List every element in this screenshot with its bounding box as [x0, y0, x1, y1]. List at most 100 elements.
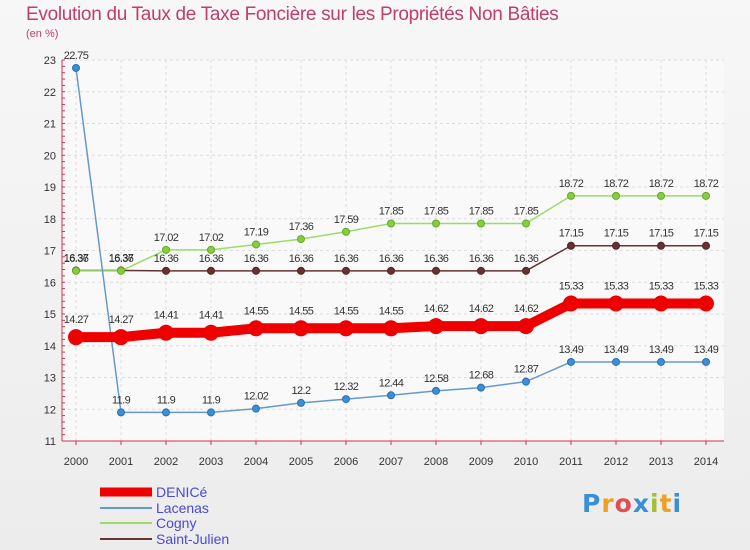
x-tick-label: 2014: [694, 456, 718, 468]
data-label: 12.44: [379, 377, 404, 389]
data-point: [522, 266, 530, 275]
data-label: 15.33: [694, 281, 719, 293]
legend-swatch-cogny: [100, 522, 152, 524]
data-point: [612, 357, 620, 366]
data-label: 16.36: [514, 253, 539, 265]
data-point: [203, 324, 219, 341]
data-point: [432, 266, 440, 275]
data-label: 17.85: [379, 206, 404, 218]
data-point: [68, 329, 84, 346]
data-point: [207, 408, 215, 417]
data-point: [477, 383, 485, 392]
data-label: 22.75: [64, 50, 89, 62]
legend-label-cogny: Cogny: [156, 515, 197, 531]
x-tick-label: 2012: [604, 456, 628, 468]
data-label: 12.02: [244, 391, 269, 403]
data-point: [522, 219, 530, 228]
data-point: [473, 318, 489, 335]
data-point: [567, 191, 575, 200]
data-label: 16.36: [469, 253, 494, 265]
x-tick-label: 2008: [424, 456, 448, 468]
data-label: 17.15: [694, 228, 719, 240]
data-label: 11.9: [157, 394, 176, 406]
data-label: 12.87: [514, 364, 539, 376]
data-point: [698, 295, 714, 312]
data-label: 18.72: [694, 178, 719, 190]
data-label: 16.36: [244, 253, 269, 265]
logo-letter: i: [672, 489, 683, 518]
data-label: 16.36: [379, 253, 404, 265]
data-label: 16.36: [109, 253, 134, 265]
x-tick-label: 2005: [289, 456, 313, 468]
data-label: 11.9: [202, 394, 221, 406]
y-tick-label: 18: [44, 214, 56, 226]
logo-letter: i: [650, 489, 660, 518]
data-point: [342, 266, 350, 275]
x-tick-label: 2006: [334, 456, 358, 468]
data-label: 16.36: [334, 253, 359, 265]
data-label: 14.41: [199, 310, 224, 322]
x-tick-label: 2002: [154, 456, 178, 468]
y-tick-label: 17: [44, 246, 56, 258]
x-tick-label: 2009: [469, 456, 493, 468]
data-point: [432, 219, 440, 228]
data-label: 18.72: [604, 178, 629, 190]
data-point: [342, 227, 350, 236]
y-tick-label: 22: [44, 87, 56, 99]
x-tick-label: 2013: [649, 456, 673, 468]
data-label: 11.9: [112, 394, 131, 406]
y-tick-label: 13: [44, 373, 56, 385]
data-label: 14.27: [109, 314, 134, 326]
data-label: 17.15: [649, 228, 674, 240]
data-label: 16.37: [109, 253, 134, 265]
data-point: [117, 408, 125, 417]
data-label: 13.49: [694, 344, 719, 356]
data-label: 14.55: [379, 305, 404, 317]
legend-swatch-saint-julien: [100, 538, 152, 540]
logo-letter: x: [632, 489, 650, 518]
proxiti-logo: Proxiti: [582, 489, 682, 518]
data-point: [567, 241, 575, 250]
y-tick-label: 21: [44, 119, 56, 131]
legend-label-lacenas: Lacenas: [156, 500, 209, 516]
data-point: [657, 191, 665, 200]
data-point: [117, 266, 125, 275]
data-point: [162, 408, 170, 417]
data-point: [608, 295, 624, 312]
data-label: 14.55: [289, 305, 314, 317]
legend-swatch-lacenas: [100, 507, 152, 509]
data-point: [252, 266, 260, 275]
data-point: [72, 266, 80, 275]
data-point: [297, 266, 305, 275]
data-point: [653, 295, 669, 312]
data-label: 16.36: [64, 253, 89, 265]
x-tick-label: 2004: [244, 456, 268, 468]
logo-letter: P: [582, 489, 602, 518]
data-label: 14.41: [154, 310, 179, 322]
logo-letter: t: [659, 489, 673, 518]
data-label: 13.49: [649, 344, 674, 356]
data-label: 17.19: [244, 226, 269, 238]
y-tick-label: 19: [44, 182, 56, 194]
y-tick-label: 20: [44, 150, 56, 162]
data-label: 14.62: [514, 303, 539, 315]
data-point: [207, 266, 215, 275]
data-label: 17.85: [469, 206, 494, 218]
data-label: 14.55: [244, 305, 269, 317]
data-point: [162, 266, 170, 275]
data-point: [252, 404, 260, 413]
data-point: [248, 320, 264, 337]
data-point: [383, 320, 399, 337]
x-tick-label: 2000: [64, 456, 88, 468]
data-point: [518, 318, 534, 335]
data-point: [612, 191, 620, 200]
data-label: 15.33: [604, 281, 629, 293]
x-tick-label: 2007: [379, 456, 403, 468]
x-tick-label: 2003: [199, 456, 223, 468]
data-point: [522, 377, 530, 386]
data-point: [563, 295, 579, 312]
data-label: 13.49: [559, 344, 584, 356]
data-point: [612, 241, 620, 250]
data-label: 17.85: [514, 206, 539, 218]
